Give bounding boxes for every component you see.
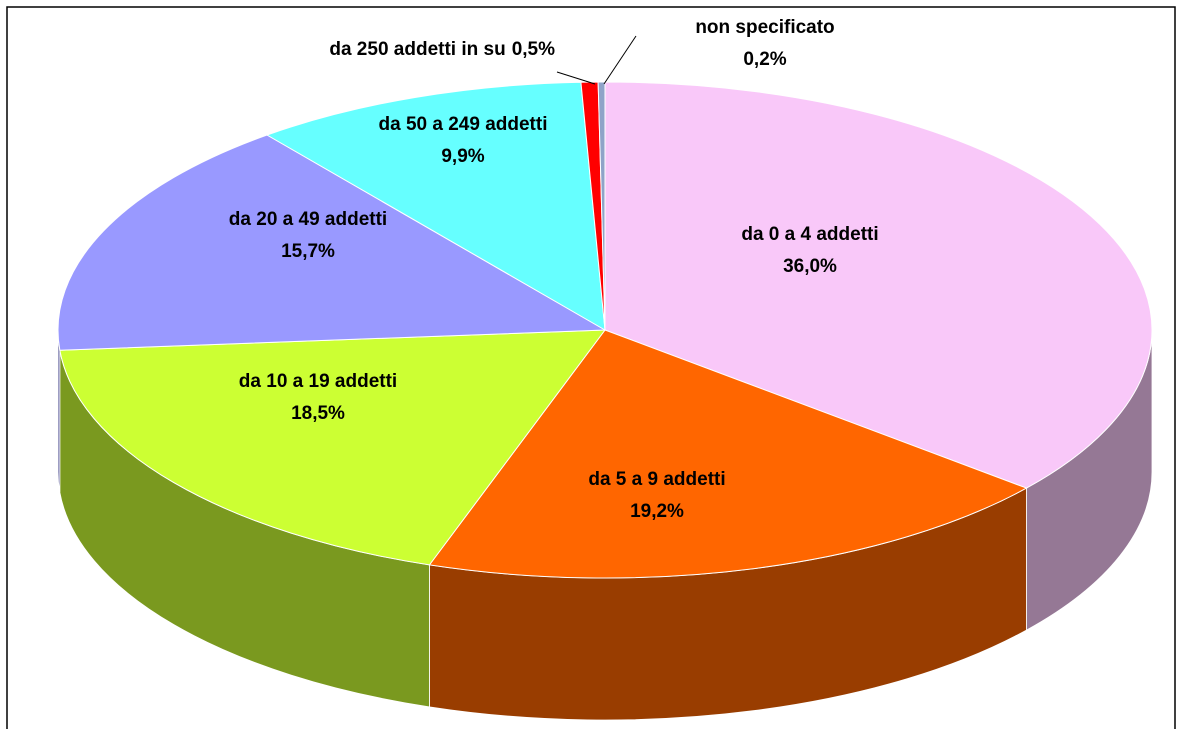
slice-category-label: da 20 a 49 addetti <box>229 209 387 230</box>
slice-category-label: da 10 a 19 addetti <box>239 371 397 392</box>
slice-label: da 250 addetti in su 0,5% <box>329 39 555 60</box>
data-labels: da 0 a 4 addetti 36,0% da 5 a 9 addetti 19,… <box>229 17 879 522</box>
slice-category-label: da 250 addetti in su <box>329 39 505 60</box>
slice <box>265 81 606 331</box>
leader-line <box>556 71 596 85</box>
slice-category-label: da 0 a 4 addetti <box>741 224 878 245</box>
slice-value-label: 19,2% <box>630 501 684 522</box>
slice-value-label: 0,5% <box>512 39 555 60</box>
slice-category-label: da 5 a 9 addetti <box>588 469 725 490</box>
slice-value-label: 15,7% <box>281 241 335 262</box>
slice-side <box>57 329 61 493</box>
slice-value-label: 0,2% <box>743 49 786 70</box>
slice-category-label: non specificato <box>695 17 834 38</box>
slice <box>604 81 1153 489</box>
slice-value-label: 36,0% <box>783 256 837 277</box>
slice-value-label: 18,5% <box>291 403 345 424</box>
slice <box>59 329 607 566</box>
slice <box>57 134 607 351</box>
slice-value-label: 9,9% <box>441 146 484 167</box>
slice-category-label: da 50 a 249 addetti <box>379 114 548 135</box>
slice <box>428 329 1028 579</box>
leader-line <box>603 35 637 85</box>
pie-tops <box>57 81 1153 579</box>
pie-sides <box>57 329 1153 721</box>
